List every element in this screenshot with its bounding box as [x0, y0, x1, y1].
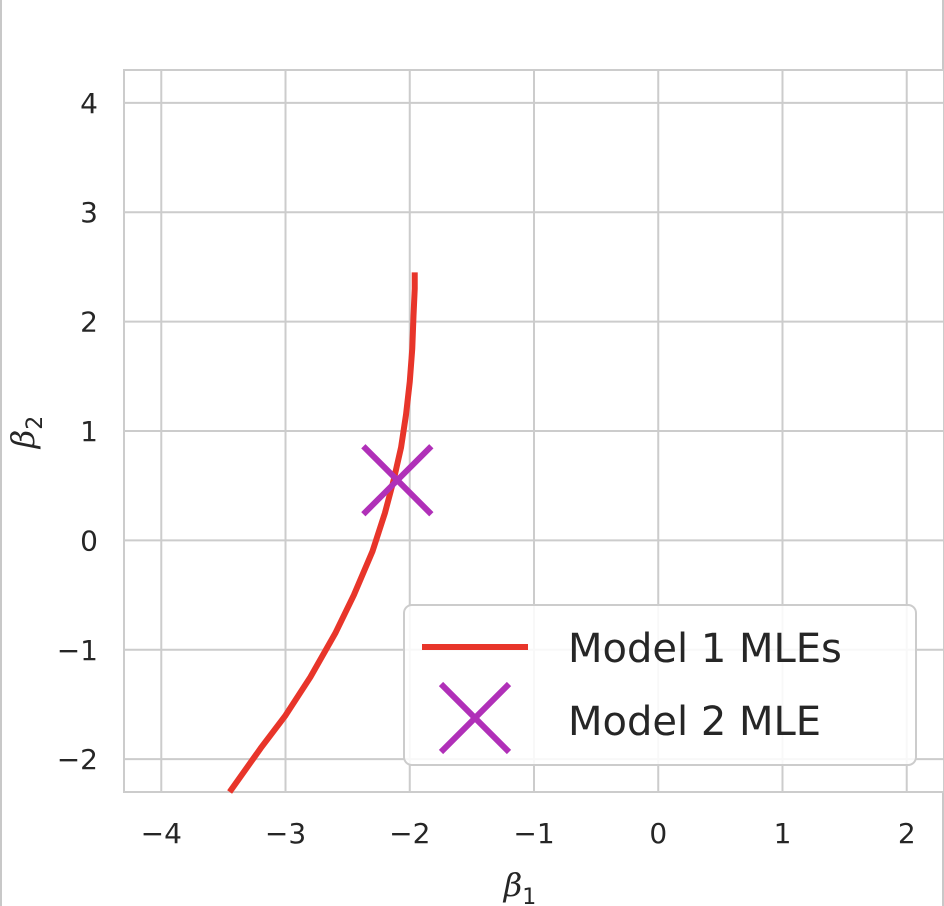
y-axis-label: β2 [4, 416, 48, 450]
x-tick-label: −4 [141, 817, 182, 850]
x-axis-label: β1 [503, 866, 537, 906]
legend-label-model1: Model 1 MLEs [568, 626, 842, 672]
legend: Model 1 MLEs Model 2 MLE [403, 604, 917, 766]
x-tick-label: −2 [389, 817, 430, 850]
y-tick-label: 2 [80, 306, 98, 339]
x-tick-label: 1 [774, 817, 792, 850]
legend-x-marker [438, 681, 512, 755]
series-line-model1 [227, 272, 418, 794]
series-marker-model2 [361, 444, 434, 517]
x-tick-labels: −4 −3 −2 −1 0 1 2 [141, 817, 916, 850]
series-layer [227, 272, 434, 794]
y-tick-label: 0 [80, 524, 98, 557]
legend-label-model2: Model 2 MLE [568, 699, 821, 745]
x-tick-label: 0 [649, 817, 667, 850]
legend-box [403, 604, 917, 766]
y-tick-label: 3 [80, 196, 98, 229]
x-tick-label: −1 [513, 817, 554, 850]
y-tick-label: 1 [80, 415, 98, 448]
x-tick-label: −3 [265, 817, 306, 850]
y-tick-labels: −2 −1 0 1 2 3 4 [57, 87, 98, 776]
legend-marker-shape [438, 681, 512, 755]
y-tick-label: −1 [57, 634, 98, 667]
y-tick-label: −2 [57, 743, 98, 776]
x-tick-label: 2 [898, 817, 916, 850]
y-tick-label: 4 [80, 87, 98, 120]
